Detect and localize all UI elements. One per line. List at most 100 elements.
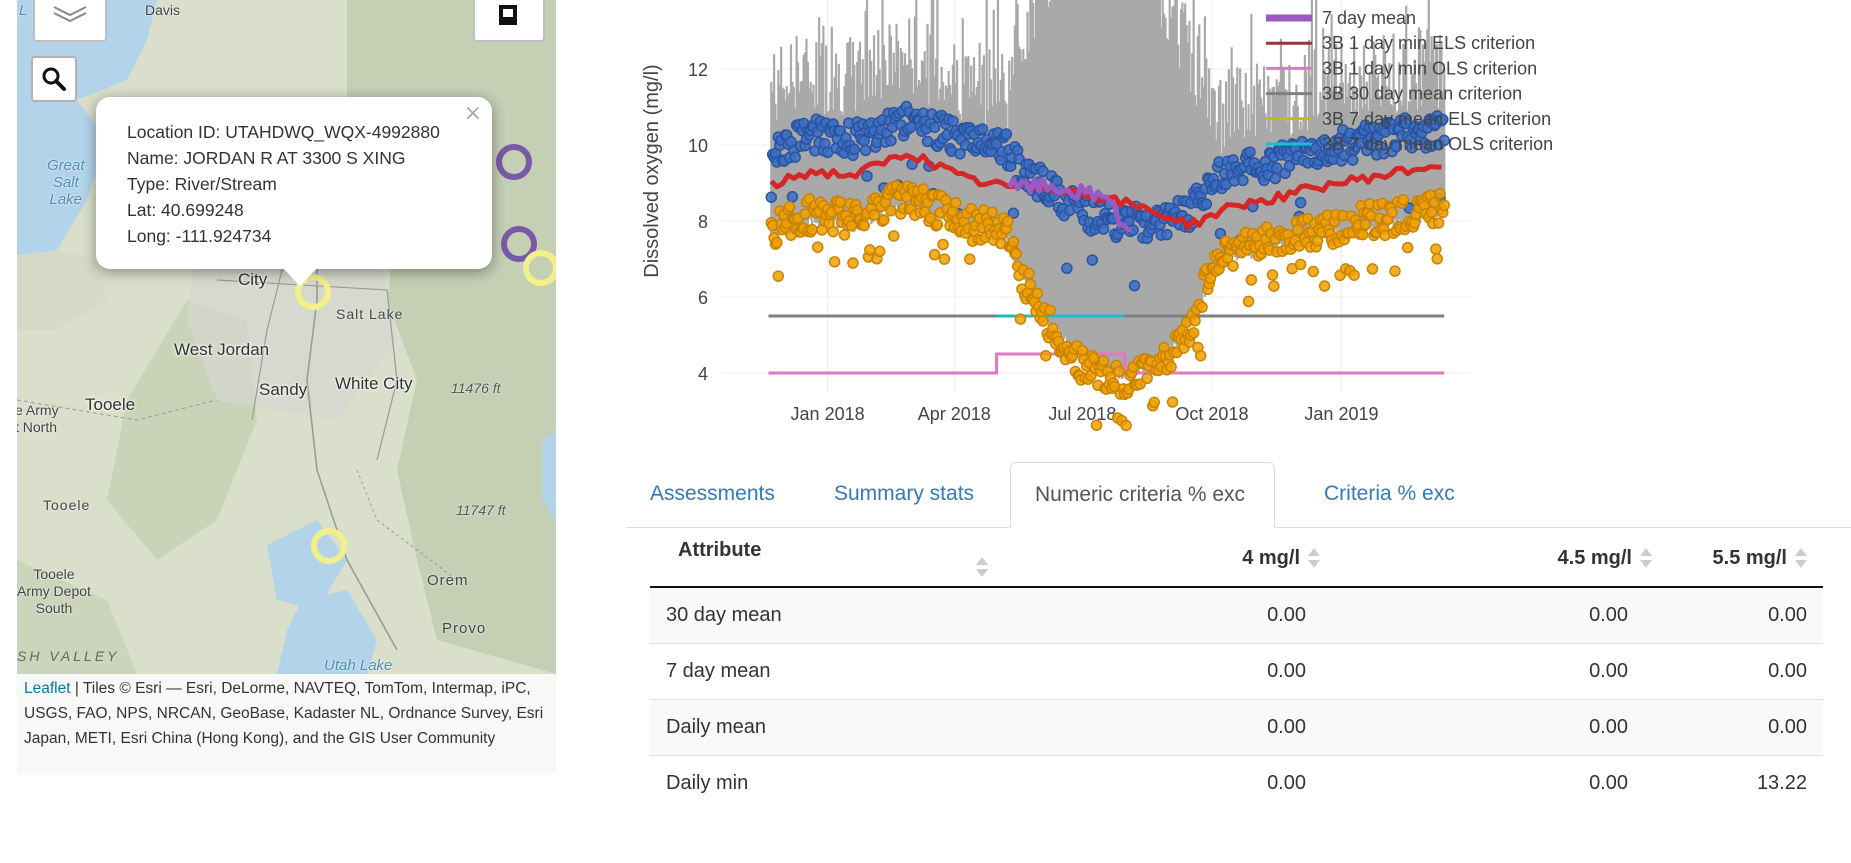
daily-max-point <box>861 170 873 182</box>
map-label: Orem <box>427 572 469 589</box>
search-icon <box>42 67 66 91</box>
daily-max-point <box>1294 196 1307 209</box>
cell-value: 0.00 <box>1668 586 1823 644</box>
map-panel[interactable]: L Davis Great Salt Lake City Salt Lake W… <box>17 0 556 774</box>
cell-value: 0.00 <box>1336 755 1668 811</box>
daily-min-point <box>838 229 851 241</box>
daily-min-point <box>1389 265 1401 277</box>
daily-min-point <box>1366 263 1379 275</box>
close-icon[interactable]: × <box>463 101 482 126</box>
daily-max-point <box>1061 262 1073 275</box>
table-row: Daily mean 0.00 0.00 0.00 <box>650 699 1823 756</box>
daily-max-point <box>786 191 799 203</box>
cell-value: 0.00 <box>1668 699 1823 756</box>
search-button[interactable] <box>31 56 77 102</box>
tab-assessments[interactable]: Assessments <box>650 482 775 505</box>
col-header-4[interactable]: 4 mg/l <box>1004 530 1336 588</box>
daily-min-point <box>1307 265 1320 278</box>
tab-summary-stats[interactable]: Summary stats <box>834 482 975 505</box>
tab-numeric-criteria[interactable]: Numeric criteria % exc <box>1010 462 1275 528</box>
daily-min-point <box>811 241 824 253</box>
cell-value: 0.00 <box>1336 699 1668 756</box>
daily-max-point <box>1283 160 1296 173</box>
map-attribution: Leaflet | Tiles © Esri — Esri, DeLorme, … <box>17 674 556 774</box>
popup-lat: Lat: 40.699248 <box>127 200 244 220</box>
daily-min-point <box>964 253 976 265</box>
map-label: Davis <box>145 2 181 18</box>
layers-button[interactable] <box>33 0 107 42</box>
popup-name: Name: JORDAN R AT 3300 S XING <box>127 148 406 168</box>
daily-min-point <box>771 236 783 249</box>
map-label: Great Salt Lake <box>47 157 85 208</box>
map-label: Utah Lake <box>324 657 393 674</box>
daily-min-point <box>924 212 937 224</box>
cell-value: 0.00 <box>1004 586 1336 644</box>
legend-item: 3B 7 day mean ELS criterion <box>1322 109 1551 129</box>
daily-max-point <box>885 134 897 147</box>
daily-min-point <box>885 204 897 217</box>
daily-min-point <box>1266 269 1279 281</box>
popup-location-id: Location ID: UTAHDWQ_WQX-4992880 <box>127 122 440 142</box>
popup-long: Long: -111.924734 <box>127 226 272 246</box>
daily-min-point <box>858 219 870 232</box>
map-label: City <box>238 270 268 289</box>
daily-min-point <box>827 225 839 238</box>
daily-min-point <box>1204 272 1217 285</box>
daily-max-point <box>1237 174 1249 187</box>
daily-min-point <box>1044 304 1056 316</box>
tab-criteria-exc[interactable]: Criteria % exc <box>1324 482 1455 505</box>
daily-min-point <box>878 214 890 226</box>
map-label: Tooele <box>85 395 136 414</box>
daily-min-point <box>873 245 886 258</box>
map-label: 11747 ft <box>456 502 506 518</box>
daily-min-point <box>783 201 796 213</box>
daily-min-point <box>1113 365 1125 378</box>
table-row: Daily min 0.00 0.00 13.22 <box>650 755 1823 811</box>
map-label: Tooele Army Depot South <box>17 566 91 616</box>
daily-min-point <box>847 257 859 269</box>
leaflet-link[interactable]: Leaflet <box>24 680 71 697</box>
popup-type: Type: River/Stream <box>127 174 277 194</box>
cell-value: 0.00 <box>1004 699 1336 756</box>
daily-min-point <box>1087 352 1100 364</box>
daily-max-point <box>1214 227 1227 240</box>
legend-item: 7 day mean <box>1322 8 1416 28</box>
daily-min-point <box>928 248 941 261</box>
daily-min-point <box>1166 396 1179 408</box>
daily-min-point <box>1432 217 1445 229</box>
cell-value: 0.00 <box>1004 755 1336 811</box>
table-row: 7 day mean 0.00 0.00 0.00 <box>650 643 1823 700</box>
daily-min-point <box>1294 258 1307 271</box>
site-marker <box>311 528 347 564</box>
col-header-4-5[interactable]: 4.5 mg/l <box>1336 530 1668 588</box>
measure-button[interactable] <box>473 0 545 42</box>
cell-attribute: Daily min <box>650 755 1004 811</box>
daily-min-point <box>1434 187 1446 200</box>
daily-min-point <box>917 183 930 195</box>
daily-max-point <box>990 137 1003 150</box>
daily-min-point <box>1165 361 1177 373</box>
daily-min-point <box>1014 313 1027 325</box>
map-label: 11476 ft <box>451 380 501 396</box>
sort-icon <box>1640 547 1652 569</box>
daily-max-point <box>1097 223 1110 235</box>
site-marker <box>501 226 537 262</box>
col-header-attribute[interactable]: Attribute <box>650 530 1004 588</box>
daily-max-point <box>1128 279 1141 292</box>
legend-item: 3B 7 day mean OLS criterion <box>1322 134 1553 154</box>
sort-icon <box>976 556 988 578</box>
daily-min-point <box>1348 269 1360 281</box>
daily-min-point <box>1120 419 1132 432</box>
cell-value: 0.00 <box>1004 643 1336 700</box>
layers-icon <box>53 6 87 23</box>
daily-min-point <box>1245 274 1258 286</box>
daily-min-point <box>1194 349 1207 362</box>
col-header-5-5[interactable]: 5.5 mg/l <box>1668 530 1823 588</box>
x-tick-label: Jan 2019 <box>1304 404 1378 424</box>
ruler-icon <box>499 5 517 25</box>
dissolved-oxygen-chart[interactable]: 4 6 8 10 12 Jan 2018 Apr 2018 Jul 2018 Oct 2018 J… <box>626 0 1851 445</box>
daily-min-point <box>1359 218 1372 231</box>
daily-min-point <box>834 196 847 208</box>
daily-min-point <box>1268 280 1280 292</box>
tab-bar: Assessments Summary stats Numeric criter… <box>626 462 1851 528</box>
